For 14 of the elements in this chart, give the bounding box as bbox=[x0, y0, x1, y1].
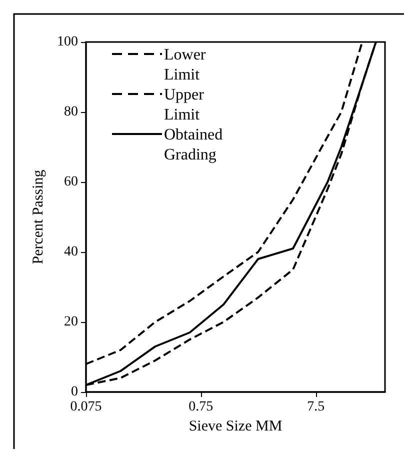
y-tick-label: 100 bbox=[57, 34, 78, 50]
y-tick-label: 60 bbox=[64, 174, 78, 190]
y-tick-label: 40 bbox=[64, 244, 78, 260]
legend-label: Lower Limit bbox=[164, 46, 206, 84]
y-tick-label: 20 bbox=[64, 314, 78, 330]
legend-label: Upper Limit bbox=[164, 86, 205, 124]
y-tick-label: 80 bbox=[64, 104, 78, 120]
y-axis-title: Percent Passing bbox=[30, 169, 47, 264]
x-tick-label: 7.5 bbox=[307, 400, 325, 414]
x-tick-label: 0.075 bbox=[70, 400, 102, 414]
x-axis-title: Sieve Size MM bbox=[188, 418, 282, 434]
x-tick-label: 0.75 bbox=[188, 400, 214, 414]
legend-label: Obtained Grading bbox=[164, 126, 223, 164]
y-tick-label: 0 bbox=[71, 384, 78, 400]
